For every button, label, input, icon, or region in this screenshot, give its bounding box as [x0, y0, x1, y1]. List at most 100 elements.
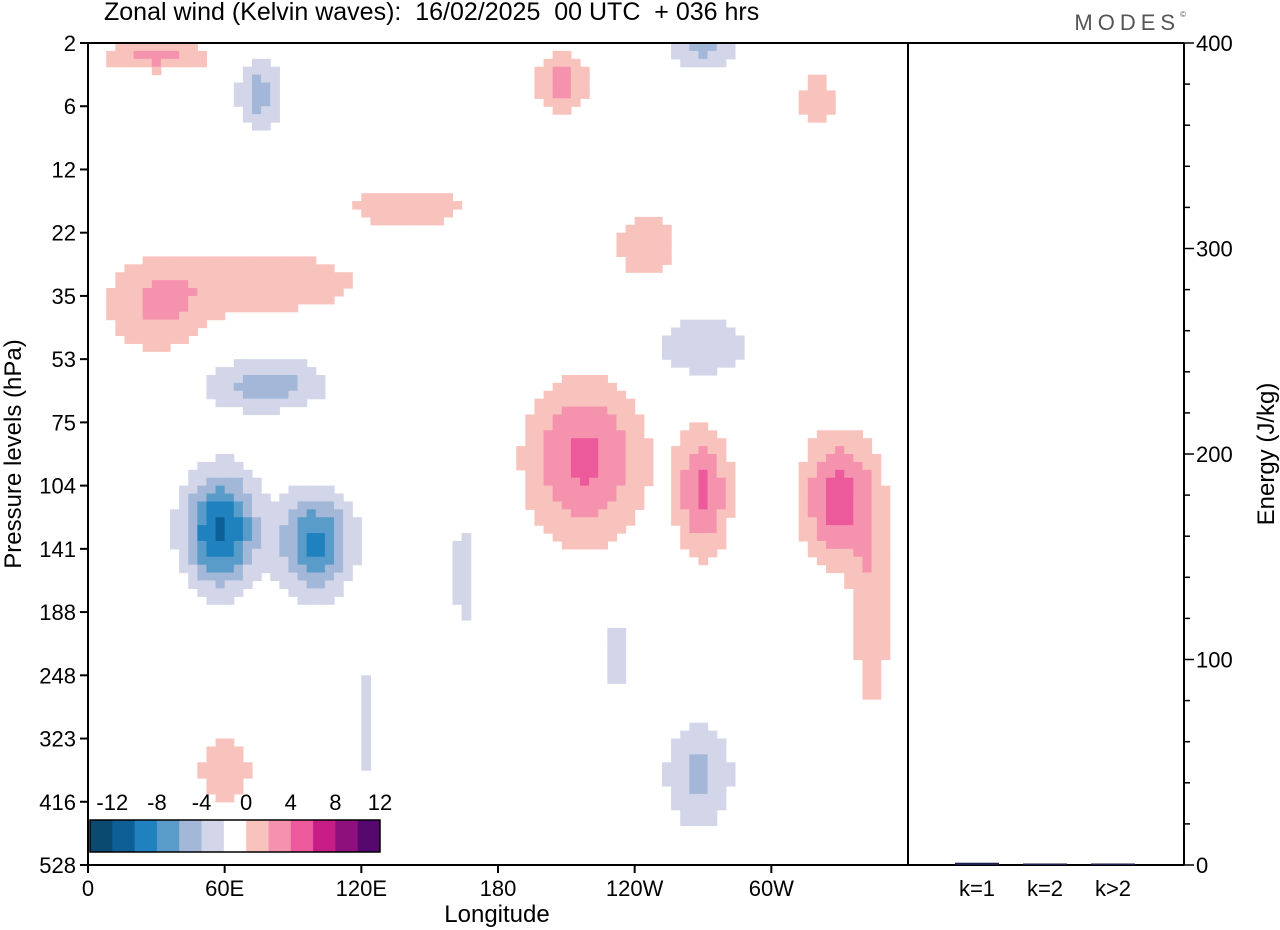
field-cell — [215, 469, 226, 479]
field-cell — [252, 82, 262, 92]
colorbar-swatch — [290, 820, 314, 852]
field-cell — [589, 446, 599, 455]
field-cell — [607, 382, 618, 392]
field-cell — [160, 288, 171, 297]
field-cell — [151, 311, 162, 321]
field-cell — [306, 367, 317, 376]
field-cell — [880, 540, 891, 550]
field-cell — [716, 801, 727, 811]
field-cell — [133, 327, 144, 337]
field-cell — [862, 469, 873, 479]
field-cell — [853, 627, 864, 637]
colorbar-swatch — [335, 820, 359, 852]
field-cell — [716, 738, 727, 748]
field-cell — [580, 66, 590, 76]
field-cell — [689, 738, 700, 748]
field-cell — [252, 517, 262, 526]
field-cell — [242, 82, 253, 92]
field-cell — [315, 588, 326, 597]
field-cell — [616, 501, 627, 510]
field-cell — [844, 485, 854, 495]
field-cell — [361, 722, 372, 732]
field-cell — [625, 446, 636, 455]
field-cell — [561, 406, 572, 416]
field-cell — [698, 770, 709, 779]
field-cell — [233, 770, 244, 779]
field-cell — [816, 493, 827, 503]
field-cell — [160, 256, 171, 265]
field-cell — [570, 414, 581, 423]
field-cell — [170, 319, 180, 329]
field-cell — [197, 548, 208, 558]
field-cell — [698, 793, 709, 803]
field-cell — [725, 343, 736, 352]
field-cell — [580, 509, 590, 518]
field-cell — [680, 319, 690, 329]
field-cell — [297, 588, 308, 597]
field-cell — [689, 367, 700, 376]
field-cell — [461, 533, 472, 542]
field-cell — [279, 295, 290, 305]
y-tick-label: 2 — [64, 31, 76, 56]
field-cell — [862, 675, 873, 684]
field-cell — [607, 509, 618, 518]
field-cell — [835, 485, 845, 495]
field-cell — [334, 280, 344, 289]
field-cell — [151, 327, 162, 337]
field-cell — [671, 343, 681, 352]
field-cell — [853, 635, 864, 645]
field-cell — [179, 327, 189, 337]
field-cell — [270, 540, 280, 550]
y-tick-label: 35 — [52, 284, 76, 309]
field-cell — [680, 438, 690, 447]
field-cell — [607, 438, 618, 447]
field-cell — [343, 548, 353, 558]
field-cell — [807, 485, 818, 495]
field-cell — [580, 90, 590, 99]
field-cell — [224, 596, 235, 605]
field-cell — [133, 272, 144, 281]
field-cell — [662, 256, 672, 265]
field-cell — [835, 556, 845, 566]
field-cell — [552, 74, 563, 84]
field-cell — [625, 422, 636, 431]
field-cell — [616, 240, 627, 250]
field-cell — [297, 533, 308, 542]
colorbar-swatch — [357, 820, 381, 852]
field-cell — [525, 414, 536, 423]
field-cell — [261, 295, 271, 305]
field-cell — [698, 335, 709, 344]
field-cell — [698, 738, 709, 748]
field-cell — [197, 58, 208, 68]
field-cell — [689, 58, 700, 68]
field-cell — [297, 280, 308, 289]
field-cell — [188, 272, 198, 281]
field-cell — [206, 390, 217, 400]
field-cell — [680, 525, 690, 534]
field-cell — [798, 533, 809, 542]
field-cell — [871, 683, 882, 692]
field-cell — [807, 533, 818, 542]
field-cell — [580, 477, 590, 487]
field-cell — [652, 216, 663, 226]
field-cell — [252, 572, 262, 582]
field-cell — [725, 327, 736, 337]
field-cell — [616, 627, 627, 637]
field-cell — [233, 477, 244, 487]
field-cell — [689, 50, 700, 60]
field-cell — [689, 525, 700, 534]
field-cell — [324, 564, 335, 574]
field-cell — [452, 572, 463, 582]
colorbar-label: 8 — [329, 790, 341, 815]
field-cell — [862, 540, 873, 550]
field-cell — [142, 343, 153, 352]
field-cell — [689, 509, 700, 518]
field-cell — [297, 596, 308, 605]
field-cell — [179, 303, 189, 313]
field-cell — [798, 90, 809, 99]
field-cell — [270, 398, 280, 408]
field-cell — [580, 461, 590, 471]
field-cell — [561, 66, 572, 76]
field-cell — [270, 406, 280, 416]
field-cell — [124, 311, 135, 321]
